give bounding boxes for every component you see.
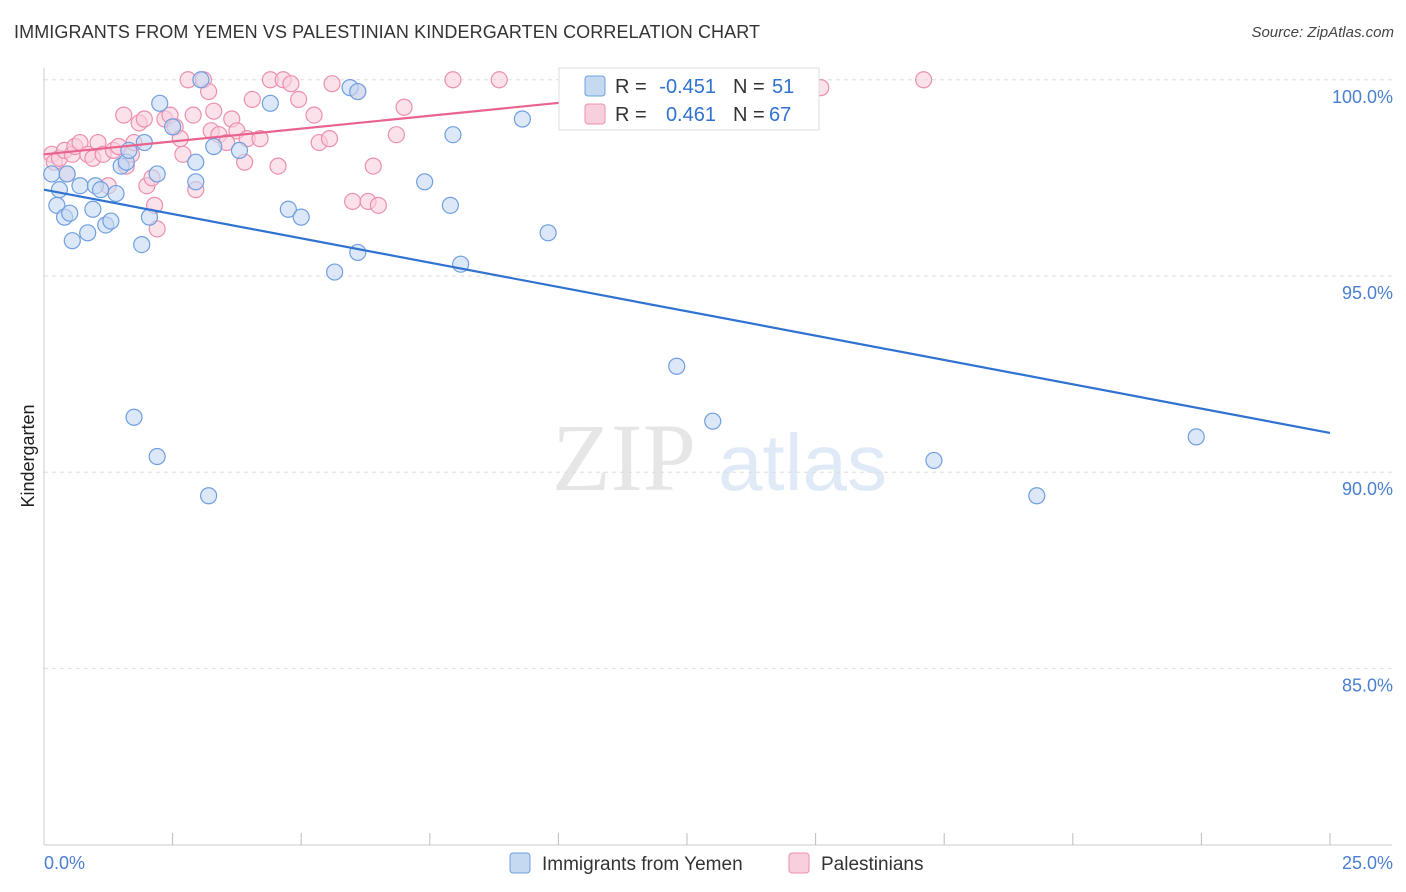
yemen-point-47 — [1187, 428, 1205, 446]
stats-palestinians-n-label: N = — [733, 104, 765, 126]
watermark-zip: ZIP — [552, 404, 696, 511]
yemen-point-18 — [133, 235, 151, 254]
legend-yemen-label: Immigrants from Yemen — [542, 854, 743, 875]
yemen-point-5 — [61, 204, 79, 222]
palestinians-point-62 — [490, 71, 508, 89]
stats-palestinians-swatch — [584, 103, 606, 125]
yemen-point-22 — [151, 94, 169, 112]
yemen-point-45 — [925, 451, 943, 470]
stats-yemen-swatch — [584, 75, 606, 97]
palestinians-point-43 — [243, 90, 261, 108]
yemen-point-44 — [704, 412, 722, 430]
bottom-legend: Immigrants from Yemen Palestinians — [509, 852, 923, 875]
legend-yemen-swatch — [509, 852, 531, 874]
yemen-point-46 — [1028, 487, 1046, 505]
yemen-point-35 — [349, 82, 367, 101]
yemen-point-3 — [58, 165, 76, 183]
yemen-point-21 — [148, 165, 166, 183]
palestinians-point-31 — [184, 106, 202, 124]
palestinians-point-61 — [444, 71, 462, 89]
y-tick-label-1: 95.0% — [1342, 283, 1393, 303]
palestinians-point-53 — [323, 75, 341, 93]
palestinians-point-46 — [269, 157, 287, 175]
palestinians-point-52 — [320, 130, 339, 148]
yemen-point-6 — [63, 232, 81, 250]
yemen-point-28 — [230, 141, 249, 160]
watermark: ZIP atlas — [552, 404, 887, 511]
chart-title: IMMIGRANTS FROM YEMEN VS PALESTINIAN KIN… — [14, 22, 761, 42]
y-tick-label-0: 100.0% — [1332, 87, 1393, 107]
yemen-point-14 — [107, 184, 125, 203]
yemen-point-25 — [187, 153, 205, 171]
stats-legend: R = -0.451 N = 51 R = 0.461 N = 67 — [558, 67, 820, 131]
yemen-point-32 — [326, 263, 344, 281]
palestinians-point-15 — [115, 106, 133, 124]
legend-palestinians-swatch — [788, 852, 810, 874]
yemen-point-48 — [125, 408, 143, 426]
yemen-point-24 — [187, 173, 205, 191]
y-tick-label-3: 85.0% — [1342, 675, 1393, 695]
palestinians-point-20 — [135, 110, 153, 128]
y-tick-labels: 100.0% 95.0% 90.0% 85.0% — [1332, 87, 1393, 696]
yemen-point-0 — [43, 165, 61, 183]
palestinians-point-57 — [369, 196, 387, 214]
yemen-point-13 — [102, 212, 120, 230]
stats-palestinians-r-value: 0.461 — [666, 104, 716, 126]
yemen-point-43 — [668, 357, 686, 375]
palestinians-point-49 — [290, 90, 308, 108]
palestinians-point-48 — [282, 75, 300, 93]
y-axis-label: Kindergarten — [18, 404, 38, 507]
stats-yemen-n-value: 51 — [772, 76, 794, 98]
yemen-point-29 — [261, 94, 279, 112]
yemen-point-9 — [84, 200, 102, 218]
yemen-point-38 — [444, 126, 462, 144]
yemen-point-31 — [292, 208, 310, 226]
yemen-point-50 — [200, 487, 218, 505]
x-tick-label-0: 0.0% — [44, 853, 85, 873]
axes — [43, 68, 1392, 846]
yemen-point-41 — [539, 224, 557, 242]
palestinians-point-58 — [364, 157, 382, 175]
palestinians-point-36 — [205, 102, 223, 120]
yemen-point-49 — [148, 447, 166, 466]
palestinians-point-60 — [395, 98, 413, 116]
yemen-point-30 — [279, 200, 297, 218]
yemen-points — [43, 71, 1205, 505]
yemen-point-40 — [513, 110, 531, 128]
palestinians-point-54 — [344, 192, 362, 211]
yemen-trend-line — [43, 188, 1331, 435]
stats-palestinians-n-value: 67 — [769, 104, 791, 126]
legend-palestinians-label: Palestinians — [821, 854, 923, 875]
yemen-point-23 — [164, 118, 182, 136]
yemen-point-27 — [205, 137, 223, 156]
stats-yemen-n-label: N = — [733, 76, 765, 98]
stats-palestinians-r-label: R = — [615, 104, 647, 126]
yemen-point-11 — [91, 181, 110, 199]
x-ticks: 0.0% 25.0% — [44, 833, 1393, 873]
yemen-point-37 — [441, 196, 459, 214]
yemen-point-7 — [71, 177, 89, 195]
palestinians-point-66 — [915, 71, 933, 89]
palestinians-point-44 — [251, 130, 269, 148]
yemen-point-36 — [416, 173, 434, 191]
y-tick-label-2: 90.0% — [1342, 479, 1393, 499]
stats-yemen-r-label: R = — [615, 76, 647, 98]
watermark-atlas: atlas — [718, 418, 887, 507]
palestinians-point-50 — [305, 106, 323, 124]
yemen-point-26 — [192, 71, 210, 89]
yemen-point-19 — [135, 133, 153, 152]
stats-yemen-r-value: -0.451 — [659, 76, 716, 98]
palestinians-point-59 — [387, 126, 405, 144]
yemen-point-8 — [79, 224, 97, 242]
yemen-point-2 — [50, 181, 69, 199]
x-tick-label-1: 25.0% — [1342, 853, 1393, 873]
source-credit: Source: ZipAtlas.com — [1251, 24, 1394, 41]
palestinians-point-29 — [174, 145, 192, 163]
